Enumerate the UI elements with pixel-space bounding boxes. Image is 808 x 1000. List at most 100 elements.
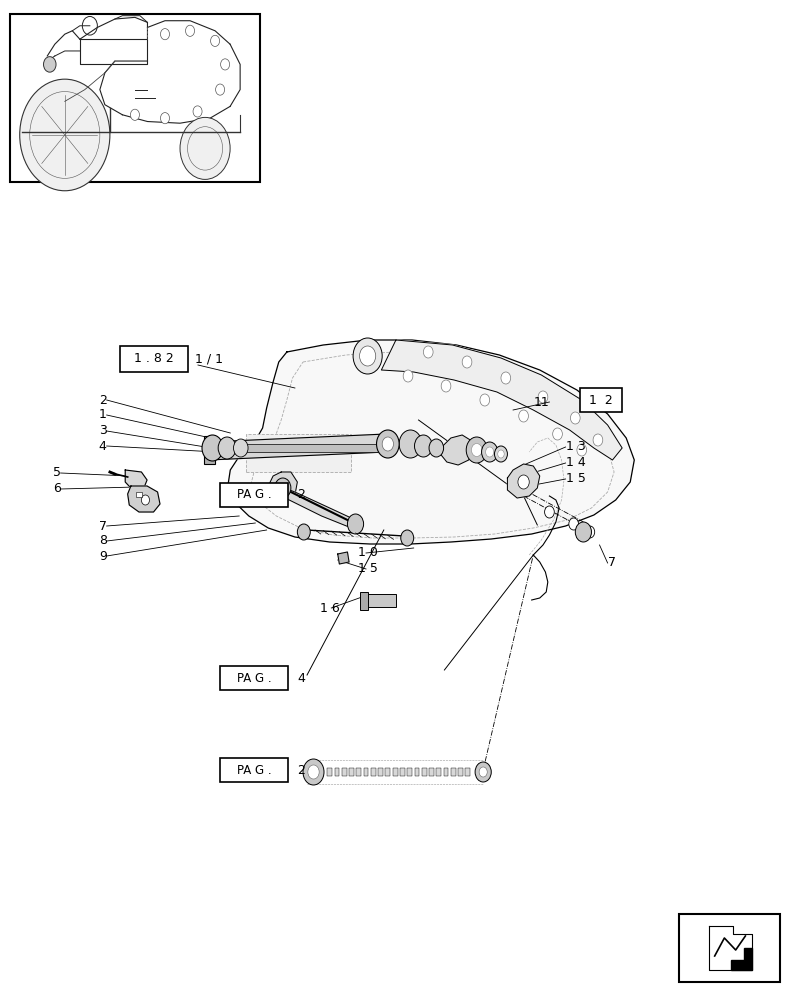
Circle shape [218,437,236,459]
Circle shape [193,106,202,117]
Text: 3: 3 [99,424,107,438]
Polygon shape [709,926,752,970]
Circle shape [382,437,393,451]
Circle shape [482,442,498,462]
Bar [407,768,412,776]
Text: 2: 2 [297,488,305,502]
Bar [415,768,419,776]
Polygon shape [228,340,634,544]
Circle shape [186,25,195,36]
Circle shape [141,495,149,505]
Circle shape [466,437,487,463]
Circle shape [297,524,310,540]
Polygon shape [125,470,147,488]
Polygon shape [208,434,386,460]
Bar [220,758,288,782]
Text: 1: 1 [99,408,107,422]
Text: 1 3: 1 3 [566,440,585,454]
Text: 1 4: 1 4 [566,456,585,470]
Circle shape [202,435,223,461]
Circle shape [494,446,507,462]
Circle shape [480,394,490,406]
Bar [393,768,398,776]
Text: PA G .: PA G . [237,488,271,502]
Bar [429,768,434,776]
Bar [364,768,368,776]
Circle shape [347,514,364,534]
Bar [444,768,448,776]
Circle shape [44,57,56,72]
Circle shape [486,447,494,457]
Bar [679,914,780,982]
Circle shape [545,506,554,518]
Text: 5: 5 [53,466,61,480]
Bar [458,768,463,776]
Circle shape [498,450,504,458]
Polygon shape [507,464,540,498]
Bar [451,768,456,776]
Text: 1 6: 1 6 [320,601,339,614]
Circle shape [234,439,248,457]
Circle shape [553,428,562,440]
Circle shape [403,370,413,382]
Text: 8: 8 [99,534,107,548]
Bar [220,666,288,690]
Circle shape [19,79,110,191]
Bar [465,768,470,776]
Polygon shape [268,472,297,502]
Text: 2: 2 [297,764,305,776]
Circle shape [441,380,451,392]
Bar [436,768,441,776]
Circle shape [429,439,444,457]
Bar [385,768,390,776]
Circle shape [475,762,491,782]
Text: PA G .: PA G . [237,764,271,776]
Bar [120,346,188,372]
Circle shape [399,430,422,458]
Circle shape [593,434,603,446]
Bar [580,388,622,412]
Circle shape [462,356,472,368]
Circle shape [180,117,230,179]
Circle shape [216,84,225,95]
Circle shape [353,338,382,374]
Bar [246,434,351,472]
Text: 2: 2 [99,393,107,406]
Bar [220,483,288,507]
Circle shape [585,526,595,538]
Text: 9: 9 [99,550,107,562]
Bar [422,768,427,776]
Polygon shape [279,488,356,528]
Circle shape [130,109,140,120]
Circle shape [501,372,511,384]
Circle shape [518,475,529,489]
Bar [400,768,405,776]
Bar [378,768,383,776]
Circle shape [471,444,482,456]
Text: 1 . 8 2: 1 . 8 2 [134,353,174,365]
Text: 1 5: 1 5 [358,562,378,576]
Circle shape [161,113,170,124]
Circle shape [423,346,433,358]
Bar [349,768,354,776]
Circle shape [275,478,291,498]
Circle shape [278,480,288,492]
Circle shape [577,444,587,456]
Circle shape [519,410,528,422]
Polygon shape [338,552,349,564]
Text: 4: 4 [297,672,305,684]
Bar [362,594,396,607]
Bar [360,592,368,610]
Text: 1  2: 1 2 [589,393,613,406]
Bar [204,436,215,464]
Circle shape [221,59,229,70]
Text: 4: 4 [99,440,107,452]
Bar [10,14,260,182]
Circle shape [401,530,414,546]
Text: PA G .: PA G . [237,672,271,684]
Circle shape [360,346,376,366]
Circle shape [575,522,591,542]
Circle shape [538,391,548,403]
Polygon shape [441,435,473,465]
Circle shape [211,35,220,46]
